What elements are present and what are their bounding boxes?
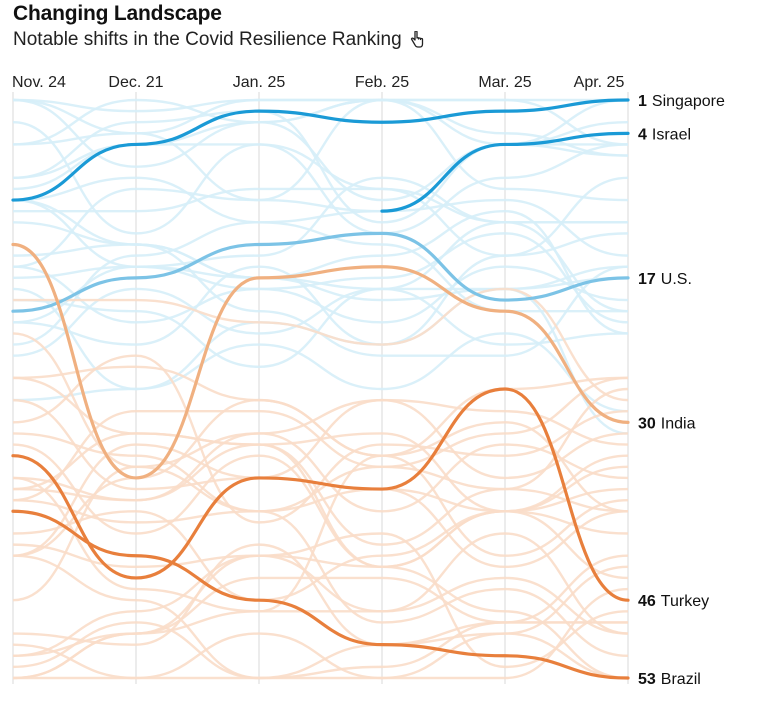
series-line-india[interactable] bbox=[11, 242, 630, 480]
background-series-line bbox=[12, 98, 629, 202]
background-series-line bbox=[12, 587, 629, 680]
end-label-turkey: 46 Turkey bbox=[638, 593, 709, 610]
background-series-line bbox=[13, 287, 629, 402]
end-label-rank: 30 bbox=[638, 415, 656, 432]
x-tick-label: Feb. 25 bbox=[355, 74, 409, 91]
chart-subtitle-text: Notable shifts in the Covid Resilience R… bbox=[13, 29, 402, 50]
background-series-line bbox=[12, 398, 629, 557]
end-label-brazil: 53 Brazil bbox=[638, 671, 701, 688]
end-label-name: Israel bbox=[652, 126, 691, 143]
pointer-hand-icon[interactable] bbox=[410, 30, 424, 49]
x-tick-label: Nov. 24 bbox=[12, 74, 66, 91]
background-series-line bbox=[12, 398, 629, 491]
series-line-us[interactable] bbox=[11, 231, 630, 313]
x-axis-ticks: Nov. 24 Dec. 21 Jan. 25 Feb. 25 Mar. 25 Apr. … bbox=[12, 74, 624, 91]
end-label-rank: 46 bbox=[638, 593, 656, 610]
background-series-line bbox=[12, 432, 629, 513]
background-series-line bbox=[12, 187, 629, 268]
background-series-line bbox=[12, 287, 629, 357]
background-series-line bbox=[12, 176, 628, 280]
series-line-brazil[interactable] bbox=[11, 509, 630, 680]
chart-subtitle: Notable shifts in the Covid Resilience R… bbox=[13, 29, 424, 51]
end-label-name: Turkey bbox=[661, 593, 709, 610]
end-label-us: 17 U.S. bbox=[638, 271, 692, 288]
background-series-line bbox=[12, 454, 629, 602]
background-series-line bbox=[12, 98, 629, 146]
end-label-rank: 4 bbox=[638, 126, 647, 143]
background-series-line bbox=[12, 454, 629, 613]
series-line-singapore[interactable] bbox=[11, 98, 630, 202]
end-label-india: 30 India bbox=[638, 415, 696, 432]
highlighted-lines bbox=[11, 98, 630, 680]
x-tick-label: Dec. 21 bbox=[108, 74, 163, 91]
end-label-rank: 53 bbox=[638, 671, 656, 688]
background-series-line bbox=[12, 232, 629, 324]
background-series-line bbox=[12, 543, 629, 646]
series-line-israel[interactable] bbox=[380, 131, 630, 213]
background-lines bbox=[12, 98, 629, 680]
x-tick-label: Apr. 25 bbox=[574, 74, 625, 91]
end-label-name: India bbox=[661, 415, 696, 432]
series-line-turkey[interactable] bbox=[11, 387, 630, 602]
x-tick-label: Jan. 25 bbox=[233, 74, 286, 91]
end-label-israel: 4 Israel bbox=[638, 126, 691, 143]
background-series-line bbox=[12, 576, 629, 680]
end-label-name: Brazil bbox=[661, 671, 701, 688]
background-series-line bbox=[12, 121, 629, 235]
end-label-name: Singapore bbox=[652, 93, 725, 110]
background-series-line bbox=[12, 554, 628, 680]
background-series-line bbox=[12, 376, 629, 502]
chart-title: Changing Landscape bbox=[13, 2, 222, 25]
end-label-singapore: 1 Singapore bbox=[638, 93, 725, 110]
end-label-rank: 17 bbox=[638, 271, 656, 288]
background-series-line bbox=[12, 354, 629, 524]
background-series-line bbox=[12, 287, 629, 413]
end-label-rank: 1 bbox=[638, 93, 647, 110]
end-labels: 1 Singapore 4 Israel 17 U.S. 30 India 46 Turkey 53… bbox=[638, 93, 725, 688]
background-series-line bbox=[12, 554, 629, 680]
x-tick-label: Mar. 25 bbox=[478, 74, 531, 91]
background-series-line bbox=[12, 532, 629, 669]
background-series-line bbox=[12, 265, 629, 324]
background-series-line bbox=[12, 621, 629, 680]
end-label-name: U.S. bbox=[661, 271, 692, 288]
